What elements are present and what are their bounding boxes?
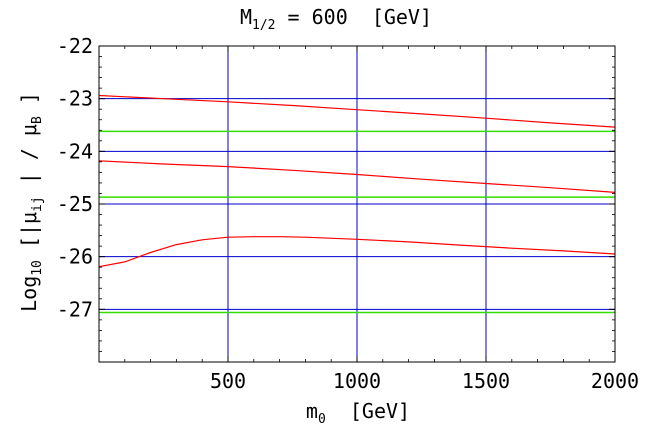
y-tick-label: -24: [57, 139, 93, 163]
series-line-1: [98, 94, 616, 128]
y-tick-label: -26: [57, 245, 93, 269]
x-tick-label: 1000: [333, 369, 381, 393]
x-tick-label: 1500: [462, 369, 510, 393]
y-tick-label: -25: [57, 192, 93, 216]
y-tick-label: -27: [57, 297, 93, 321]
series-line-2: [98, 160, 616, 193]
y-axis-label: Log10 [|μij | / μB ]: [17, 92, 45, 312]
data-curves: [98, 94, 616, 268]
x-axis-label: m0 [GeV]: [306, 399, 410, 427]
series-line-3: [98, 236, 616, 268]
y-tick-label: -23: [57, 87, 93, 111]
x-tick-label: 2000: [591, 369, 639, 393]
chart-title: M1/2 = 600 [GeV]: [240, 5, 432, 33]
y-tick-label: -22: [57, 34, 93, 58]
reference-lines: [99, 46, 615, 362]
axis-ticks: 500 1000 1500 2000 -22 -23 -24 -25 -26 -27: [57, 34, 639, 393]
x-tick-label: 500: [210, 369, 246, 393]
